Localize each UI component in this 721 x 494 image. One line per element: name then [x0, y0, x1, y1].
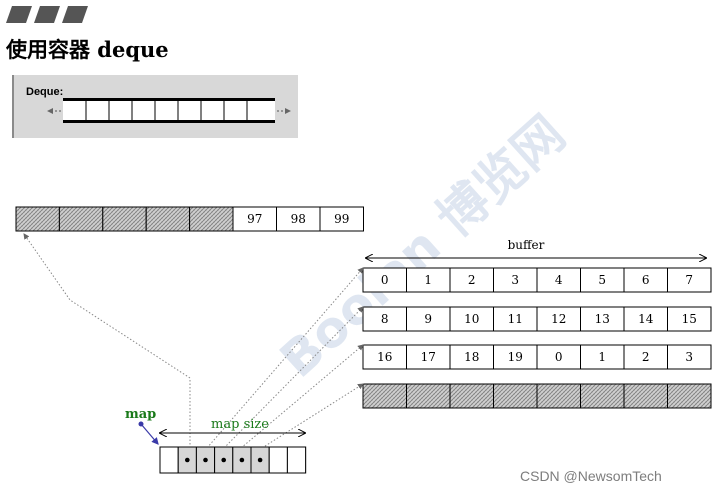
- buffer-cell-value: 12: [551, 312, 566, 326]
- top-block-cell-value: 99: [334, 212, 349, 226]
- buffer-hatched-cell: [406, 383, 451, 409]
- top-block-hatched-cell: [189, 206, 234, 232]
- top-block-hatched-cell: [102, 206, 147, 232]
- buffer-cell-value: 3: [511, 273, 519, 287]
- buffer-cell-value: 9: [424, 312, 432, 326]
- buffer-cell-value: 8: [381, 312, 389, 326]
- page-title: 使用容器 deque: [6, 37, 169, 62]
- buffer-cell: [623, 344, 668, 370]
- buffer-cell: [449, 267, 494, 293]
- buffer-cell-value: 0: [381, 273, 389, 287]
- top-block-cell: [319, 206, 364, 232]
- buffer-cell: [449, 306, 494, 332]
- buffer-cell-value: 2: [642, 350, 650, 364]
- map-slot-pointer-dot: [221, 457, 226, 463]
- top-buffer-block: 97 98 99: [15, 206, 364, 232]
- pointer-to-buffer-row-1: [206, 267, 364, 449]
- buffer-hatched-cell: [667, 383, 712, 409]
- buffer-cell-value: 13: [595, 312, 610, 326]
- map-label: map: [125, 407, 156, 422]
- map-pointer-lines: [23, 233, 364, 449]
- pointer-to-buffer-row-3: [240, 344, 364, 449]
- top-block-cell-value: 97: [247, 212, 262, 226]
- buffer-cell: [493, 267, 538, 293]
- buffer-cell: [623, 267, 668, 293]
- pointer-to-top-block: [23, 233, 191, 448]
- map-label-arrow: [140, 423, 159, 445]
- buffer-hatched-cell: [623, 383, 668, 409]
- map-size-label: map size: [211, 417, 269, 432]
- buffer-cell-value: 18: [464, 350, 479, 364]
- buffer-cell-value: 11: [508, 312, 523, 326]
- buffer-cell: [623, 306, 668, 332]
- csdn-watermark: CSDN @NewsomTech: [520, 468, 662, 484]
- header-bars-decoration: [6, 6, 88, 23]
- buffer-hatched-cell: [362, 383, 407, 409]
- buffer-cell: [580, 306, 625, 332]
- buffer-hatched-cell: [449, 383, 494, 409]
- buffer-cell: [536, 344, 581, 370]
- top-block-hatched-cell: [145, 206, 191, 232]
- buffer-cell-value: 2: [468, 273, 476, 287]
- map-array: [159, 446, 307, 474]
- buffer-cell: [667, 267, 712, 293]
- map-slot-pointer-dot: [257, 457, 263, 463]
- deque-label: Deque:: [26, 86, 64, 98]
- buffer-cell-value: 14: [638, 312, 654, 326]
- buffer-cell-value: 16: [377, 350, 392, 364]
- buffer-cell: [536, 267, 581, 293]
- buffer-cell: [493, 306, 538, 332]
- top-block-cell-value: 98: [291, 212, 306, 226]
- top-block-hatched-cell: [58, 206, 104, 232]
- map-slot-pointer-dot: [203, 457, 208, 463]
- deque-strip: [47, 98, 291, 123]
- map-slot: [268, 446, 288, 474]
- buffer-cell-value: 15: [682, 312, 697, 326]
- buffer-cell-value: 17: [421, 350, 436, 364]
- buffer-cell-value: 5: [598, 273, 606, 287]
- buffer-cell-value: 4: [555, 273, 563, 287]
- buffer-cell-value: 19: [508, 350, 523, 364]
- buffer-cell: [667, 344, 712, 370]
- map-label-dot: [138, 421, 144, 427]
- top-block-hatched-cell: [15, 206, 60, 232]
- map-slot-pointer-dot: [239, 457, 245, 463]
- buffer-hatched-cell: [536, 383, 581, 409]
- buffer-cell: [493, 344, 538, 370]
- buffer-cell: [406, 306, 451, 332]
- buffer-cell-value: 6: [642, 273, 650, 287]
- map-slot: [159, 446, 179, 474]
- pointer-to-buffer-row-4: [261, 383, 364, 449]
- buffer-label: buffer: [508, 238, 545, 252]
- map-slot: [286, 446, 307, 474]
- buffer-cell: [362, 267, 407, 293]
- buffer-cell-value: 1: [598, 350, 606, 364]
- buffer-cell-value: 7: [685, 273, 693, 287]
- top-block-cell: [276, 206, 321, 232]
- pointer-to-buffer-row-2: [223, 306, 364, 449]
- buffer-hatched-cell: [580, 383, 625, 409]
- buffer-cell: [362, 306, 407, 332]
- buffer-cell-value: 0: [555, 350, 563, 364]
- buffer-cell-value: 10: [464, 312, 479, 326]
- buffer-cell: [667, 306, 712, 332]
- buffer-cell-value: 3: [685, 350, 693, 364]
- buffer-cell: [406, 344, 451, 370]
- map-slot-pointer-dot: [185, 457, 190, 463]
- buffer-cell-value: 1: [424, 273, 432, 287]
- buffer-hatched-cell: [493, 383, 538, 409]
- top-block-cell: [232, 206, 277, 232]
